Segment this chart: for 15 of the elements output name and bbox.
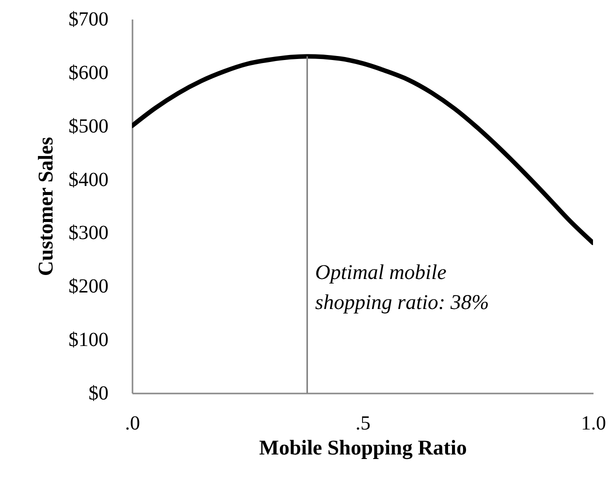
x-tick-label: 1.0 [581,412,606,434]
line-series [132,54,593,246]
y-tick-label: $300 [68,222,108,244]
y-tick-label: $0 [88,382,108,404]
y-axis-title: Customer Sales [34,136,58,276]
y-tick-label: $700 [68,8,108,30]
y-tick-label: $600 [68,62,108,84]
y-tick-label: $100 [68,329,108,352]
x-tick-label: .5 [356,412,370,434]
x-axis-title: Mobile Shopping Ratio [259,436,467,460]
y-tick-label: $200 [68,276,108,298]
x-tick-label: .0 [125,412,140,434]
y-tick-label: $500 [68,115,108,138]
y-tick-label: $400 [68,168,108,191]
annotation: Optimal mobile shopping ratio: 38% [315,260,490,314]
